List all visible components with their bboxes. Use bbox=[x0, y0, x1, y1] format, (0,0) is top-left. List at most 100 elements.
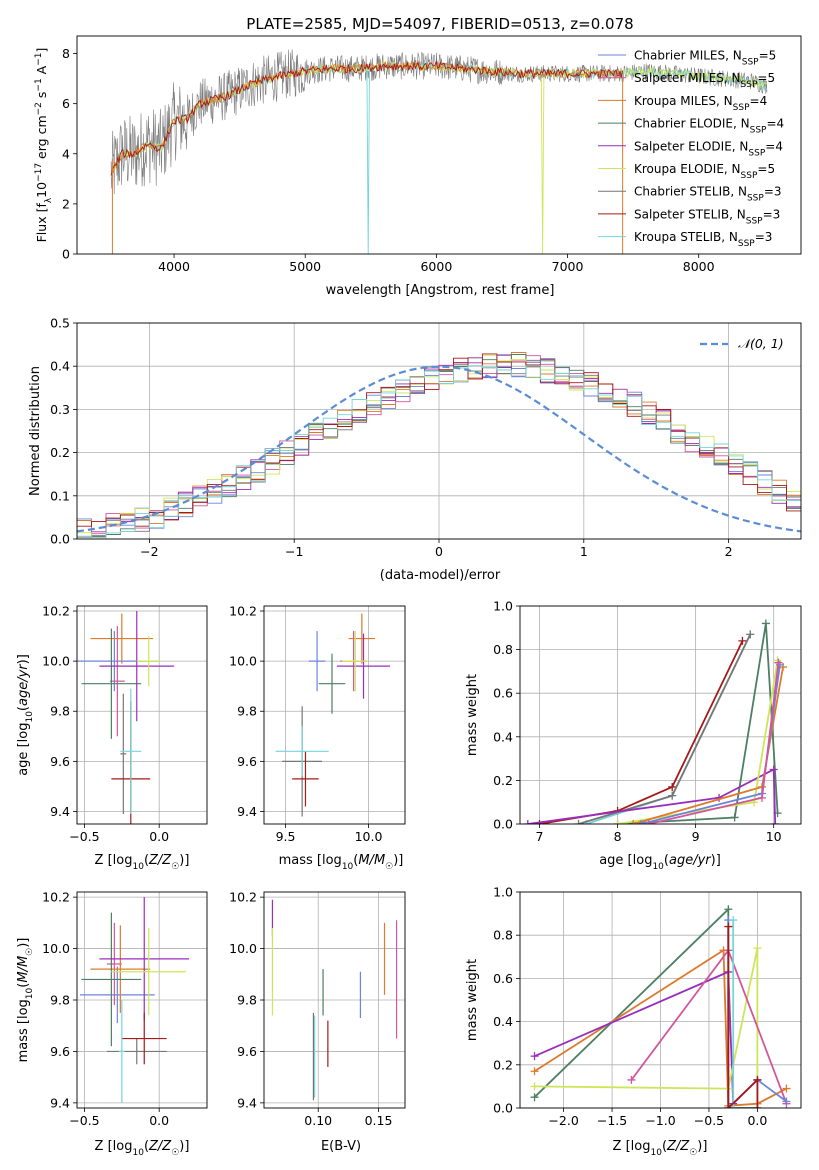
y-tick-label: 0.0 bbox=[493, 1101, 513, 1116]
x-tick-label: 1 bbox=[580, 544, 588, 559]
x-tick-label: 0.0 bbox=[747, 1113, 767, 1128]
x-tick-label: 9 bbox=[692, 829, 700, 844]
legend-entry: Kroupa STELIB, NSSP=3 bbox=[634, 230, 772, 249]
x-axis-label: Z [log10(Z/Z☉)] bbox=[613, 1139, 708, 1158]
weight-marker bbox=[762, 619, 770, 627]
y-tick-label: 10.0 bbox=[229, 654, 257, 669]
y-tick-label: 0.0 bbox=[50, 532, 70, 547]
y-tick-label: 0.2 bbox=[493, 1057, 513, 1072]
x-tick-label: 10.0 bbox=[355, 829, 383, 844]
y-tick-label: 9.4 bbox=[237, 804, 257, 819]
weight-marker bbox=[782, 1085, 790, 1093]
y-tick-label: 0.2 bbox=[50, 445, 70, 460]
y-tick-label: 10.0 bbox=[229, 941, 257, 956]
weight-line bbox=[618, 623, 778, 824]
weight-marker bbox=[731, 813, 739, 821]
y-tick-label: 9.8 bbox=[50, 704, 70, 719]
panels: 4000 5000 6000 7000 800002468 Chabrier MILES,… bbox=[16, 36, 801, 1158]
y-tick-label: 10.2 bbox=[42, 604, 70, 619]
weight-marker bbox=[770, 766, 778, 774]
y-tick-label: 10.0 bbox=[42, 654, 70, 669]
x-tick-label: 0 bbox=[435, 544, 443, 559]
x-tick-label: −2.0 bbox=[548, 1113, 578, 1128]
y-tick-label: 0.3 bbox=[50, 402, 70, 417]
x-tick-label: 6000 bbox=[420, 259, 452, 274]
y-axis-label: mass weight bbox=[465, 959, 480, 1041]
figure-title: PLATE=2585, MJD=54097, FIBERID=0513, z=0… bbox=[246, 15, 633, 33]
panel-age-vs-mass: 9.5 10.0 9.4 9.6 9.8 10.0 10.2 mass [log10(M/M☉… bbox=[229, 604, 405, 872]
legend-entry: 𝒩(0, 1) bbox=[738, 336, 784, 351]
y-tick-label: 0.6 bbox=[493, 971, 513, 986]
y-tick-label: 8 bbox=[62, 46, 70, 61]
y-axis-label: age [log10(age/yr)] bbox=[16, 654, 35, 776]
figure: PLATE=2585, MJD=54097, FIBERID=0513, z=0… bbox=[0, 0, 819, 1170]
model-spectrum bbox=[111, 62, 767, 254]
y-tick-label: 10.2 bbox=[229, 604, 257, 619]
x-axis-label: (data-model)/error bbox=[380, 568, 501, 583]
panel-weight-vs-age: 7 8 9 10 0.0 0.2 0.4 0.6 0.8 1.0 age [log10(age/yr… bbox=[465, 599, 801, 873]
y-tick-label: 0.0 bbox=[493, 817, 513, 832]
plot-area bbox=[276, 614, 390, 817]
x-tick-label: −0.5 bbox=[69, 1113, 99, 1128]
y-tick-label: 9.6 bbox=[50, 754, 70, 769]
y-tick-label: 9.6 bbox=[50, 1044, 70, 1059]
y-tick-label: 0.5 bbox=[50, 316, 70, 331]
panel-mass-vs-ebv: 0.10 0.159.49.69.810.010.2E(B-V) bbox=[229, 890, 405, 1154]
weight-marker bbox=[668, 792, 676, 800]
y-tick-label: 9.4 bbox=[237, 1095, 257, 1110]
y-axis-label: Normed distribution bbox=[28, 366, 43, 496]
weight-marker bbox=[531, 1082, 539, 1090]
weight-marker bbox=[746, 630, 754, 638]
x-tick-label: 8000 bbox=[683, 259, 715, 274]
y-tick-label: 0.6 bbox=[493, 686, 513, 701]
legend-entry: Kroupa MILES, NSSP=4 bbox=[634, 94, 767, 113]
y-tick-label: 10.0 bbox=[42, 941, 70, 956]
legend-entry: Salpeter ELODIE, NSSP=4 bbox=[634, 139, 783, 158]
x-tick-label: 0.0 bbox=[149, 829, 169, 844]
panel-weight-vs-Z: −2.0 −1.5 −1.0 −0.5 0.0 0.0 0.2 0.4 0.6 0.8 1.0 Z [… bbox=[465, 885, 801, 1159]
y-tick-label: 9.8 bbox=[237, 704, 257, 719]
panel-age-vs-Z: −0.5 0.09.49.69.810.010.2Z [log10(Z/Z☉)]a… bbox=[16, 604, 207, 872]
weight-marker bbox=[753, 944, 761, 952]
x-tick-label: −0.5 bbox=[694, 1113, 724, 1128]
x-tick-label: 9.5 bbox=[276, 829, 296, 844]
x-axis-label: E(B-V) bbox=[321, 1139, 361, 1154]
y-tick-label: 0.4 bbox=[50, 359, 70, 374]
y-tick-label: 9.6 bbox=[237, 1044, 257, 1059]
legend-entry: Chabrier STELIB, NSSP=3 bbox=[634, 185, 782, 204]
y-tick-label: 0 bbox=[62, 247, 70, 262]
panel-mass-vs-Z: −0.5 0.09.49.69.810.010.2Z [log10(Z/Z☉)]m… bbox=[16, 890, 207, 1158]
x-tick-label: 8 bbox=[614, 829, 622, 844]
x-tick-label: 0.10 bbox=[304, 1113, 332, 1128]
y-tick-label: 1.0 bbox=[493, 885, 513, 900]
plot-area bbox=[524, 619, 787, 828]
weight-line bbox=[649, 663, 779, 824]
x-axis-label: Z [log10(Z/Z☉)] bbox=[95, 1139, 190, 1158]
y-tick-label: 0.8 bbox=[493, 642, 513, 657]
weight-line bbox=[641, 665, 780, 824]
x-tick-label: −1 bbox=[285, 544, 303, 559]
legend-entry: Salpeter STELIB, NSSP=3 bbox=[634, 207, 780, 226]
y-tick-label: 4 bbox=[62, 146, 70, 161]
x-tick-label: 2 bbox=[725, 544, 733, 559]
x-tick-label: 0.0 bbox=[149, 1113, 169, 1128]
weight-marker bbox=[531, 1052, 539, 1060]
weight-line bbox=[540, 641, 743, 824]
y-tick-label: 0.4 bbox=[493, 729, 513, 744]
x-tick-label: −0.5 bbox=[69, 829, 99, 844]
x-tick-label: 7 bbox=[536, 829, 544, 844]
y-tick-label: 9.6 bbox=[237, 754, 257, 769]
y-tick-label: 1.0 bbox=[493, 599, 513, 614]
legend-entry: Salpeter MILES, NSSP=5 bbox=[634, 71, 775, 90]
x-tick-label: −2 bbox=[140, 544, 158, 559]
panel-spectrum: 4000 5000 6000 7000 8000 0 2 4 6 8 Chabrier MILES,… bbox=[34, 36, 801, 298]
weight-marker bbox=[729, 916, 737, 924]
y-tick-label: 10.2 bbox=[229, 890, 257, 905]
x-axis-label: Z [log10(Z/Z☉)] bbox=[95, 853, 190, 872]
y-axis-label: mass weight bbox=[465, 674, 480, 756]
x-tick-label: 10 bbox=[766, 829, 782, 844]
x-tick-label: 7000 bbox=[552, 259, 584, 274]
y-tick-label: 10.2 bbox=[42, 890, 70, 905]
x-tick-label: 0.15 bbox=[365, 1113, 393, 1128]
legend-entry: Chabrier MILES, NSSP=5 bbox=[634, 49, 776, 68]
